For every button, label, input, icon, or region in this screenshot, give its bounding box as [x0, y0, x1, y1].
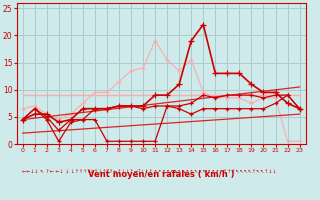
Text: ←←↓↓ ↖ ↑← ←↓ ↓ ↓↑↑↑?↓↑↓↑?↑←↑↓↓↑→?↓↓↑↗↗↗↗↗↘↖↘↖↖↖↖↖↗↗↗↗↑↑↑↖↖↖↖↑↖↖↑↓↓: ←←↓↓ ↖ ↑← ←↓ ↓ ↓↑↑↑?↓↑↓↑?↑←↑↓↓↑→?↓↓↑↗↗↗↗… [22, 169, 277, 174]
X-axis label: Vent moyen/en rafales ( km/h ): Vent moyen/en rafales ( km/h ) [88, 170, 234, 179]
